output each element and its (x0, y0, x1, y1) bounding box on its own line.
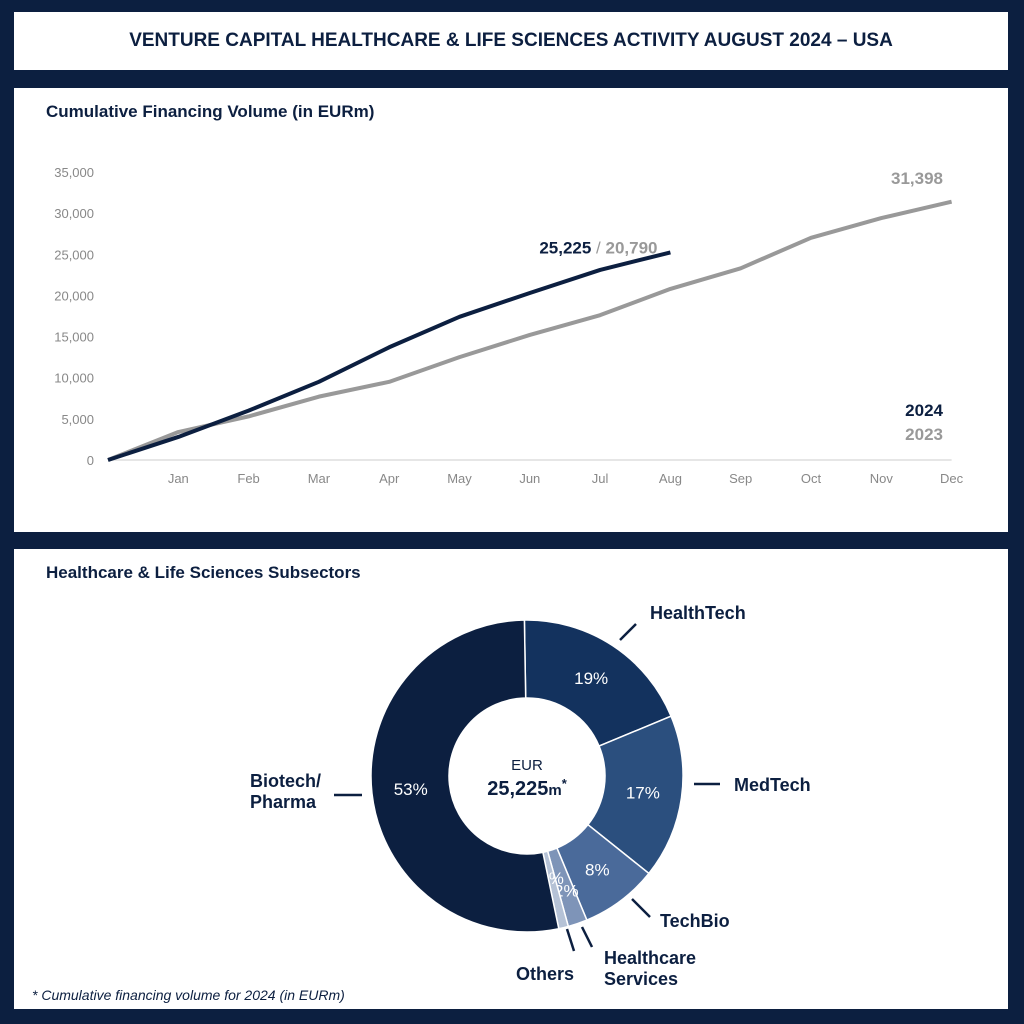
y-tick-label: 25,000 (54, 247, 94, 262)
y-tick-label: 35,000 (54, 165, 94, 180)
x-tick-label: Oct (801, 471, 822, 486)
data-label-2023: 20,790 (605, 238, 657, 257)
line-chart: 0 5,000 10,000 15,000 20,000 25,000 30,000 35,0… (54, 165, 964, 486)
donut-slice (370, 619, 560, 933)
y-tick-label: 10,000 (54, 371, 94, 386)
y-tick-label: 30,000 (54, 206, 94, 221)
data-label-2024: 25,225 (539, 238, 591, 257)
leader-line (580, 926, 594, 948)
x-tick-label: May (447, 471, 472, 486)
y-tick-label: 0 (87, 453, 94, 468)
x-tick-label: Jul (592, 471, 609, 486)
series-line-2024 (107, 250, 671, 462)
footnote: * Cumulative financing volume for 2024 (… (32, 987, 345, 1003)
slice-category-label: Biotech/ (250, 771, 321, 791)
slice-category-label: HealthTech (650, 603, 746, 623)
title-bar: VENTURE CAPITAL HEALTHCARE & LIFE SCIENC… (14, 12, 1008, 70)
center-unit: EUR (511, 757, 543, 774)
slice-category-label: TechBio (660, 911, 730, 931)
legend-2023: 2023 (905, 425, 943, 444)
slice-percent-label: 17% (626, 783, 660, 802)
slice-percent-label: 8% (585, 860, 610, 879)
x-tick-label: Mar (308, 471, 331, 486)
center-mark: * (562, 776, 568, 791)
leader-line (565, 928, 576, 952)
y-tick-label: 15,000 (54, 330, 94, 345)
leader-line (631, 898, 651, 918)
slice-percent-label: 53% (394, 780, 428, 799)
donut-chart-title: Healthcare & Life Sciences Subsectors (46, 563, 361, 582)
x-tick-label: Aug (659, 471, 682, 486)
x-tick-label: Feb (237, 471, 259, 486)
y-tick-label: 20,000 (54, 288, 94, 303)
leader-line (619, 623, 637, 641)
slice-percent-label: 19% (574, 669, 608, 688)
donut-slice (523, 619, 673, 748)
series-line-2023 (107, 199, 953, 462)
slice-category-label: Others (516, 964, 574, 984)
center-suffix: m (548, 782, 561, 799)
y-tick-label: 5,000 (61, 412, 94, 427)
data-label-dec-2023: 31,398 (891, 169, 943, 188)
center-value: 25,225 (487, 778, 548, 800)
donut-slice (586, 715, 684, 875)
x-tick-label: Dec (940, 471, 964, 486)
page-title: VENTURE CAPITAL HEALTHCARE & LIFE SCIENC… (129, 30, 893, 51)
x-tick-label: Apr (379, 471, 400, 486)
x-tick-label: Jun (519, 471, 540, 486)
line-chart-title: Cumulative Financing Volume (in EURm) (46, 102, 375, 121)
center-total: 25,225m* (487, 776, 568, 800)
donut-chart-panel: Healthcare & Life Sciences Subsectors 19… (14, 549, 1008, 1009)
x-tick-label: Sep (729, 471, 752, 486)
data-label-aug: 25,225 / 20,790 (539, 238, 657, 257)
legend-2024: 2024 (905, 401, 943, 420)
slice-category-label: Pharma (250, 792, 317, 812)
slice-category-label: Healthcare (604, 948, 696, 968)
slice-category-label: MedTech (734, 775, 811, 795)
x-tick-label: Nov (870, 471, 894, 486)
x-tick-label: Jan (168, 471, 189, 486)
slice-category-label: Services (604, 969, 678, 989)
data-label-separator: / (591, 238, 605, 257)
line-chart-panel: Cumulative Financing Volume (in EURm) 0 5… (14, 88, 1008, 532)
